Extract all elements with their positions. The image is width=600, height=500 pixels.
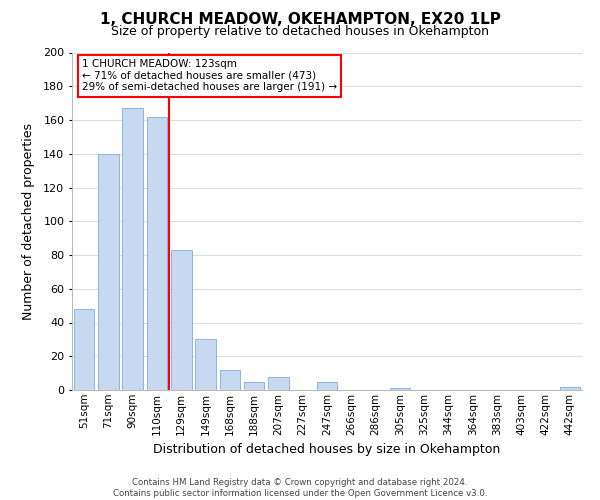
X-axis label: Distribution of detached houses by size in Okehampton: Distribution of detached houses by size …	[154, 443, 500, 456]
Text: 1, CHURCH MEADOW, OKEHAMPTON, EX20 1LP: 1, CHURCH MEADOW, OKEHAMPTON, EX20 1LP	[100, 12, 500, 28]
Y-axis label: Number of detached properties: Number of detached properties	[22, 122, 35, 320]
Text: 1 CHURCH MEADOW: 123sqm
← 71% of detached houses are smaller (473)
29% of semi-d: 1 CHURCH MEADOW: 123sqm ← 71% of detache…	[82, 59, 337, 92]
Bar	[560, 386, 580, 390]
Bar	[74, 309, 94, 390]
Bar	[268, 376, 289, 390]
Text: Contains HM Land Registry data © Crown copyright and database right 2024.
Contai: Contains HM Land Registry data © Crown c…	[113, 478, 487, 498]
Bar	[220, 370, 240, 390]
Bar	[244, 382, 265, 390]
Bar	[317, 382, 337, 390]
Bar	[389, 388, 410, 390]
Bar	[171, 250, 191, 390]
Text: Size of property relative to detached houses in Okehampton: Size of property relative to detached ho…	[111, 25, 489, 38]
Bar	[98, 154, 119, 390]
Bar	[122, 108, 143, 390]
Bar	[195, 340, 216, 390]
Bar	[146, 116, 167, 390]
